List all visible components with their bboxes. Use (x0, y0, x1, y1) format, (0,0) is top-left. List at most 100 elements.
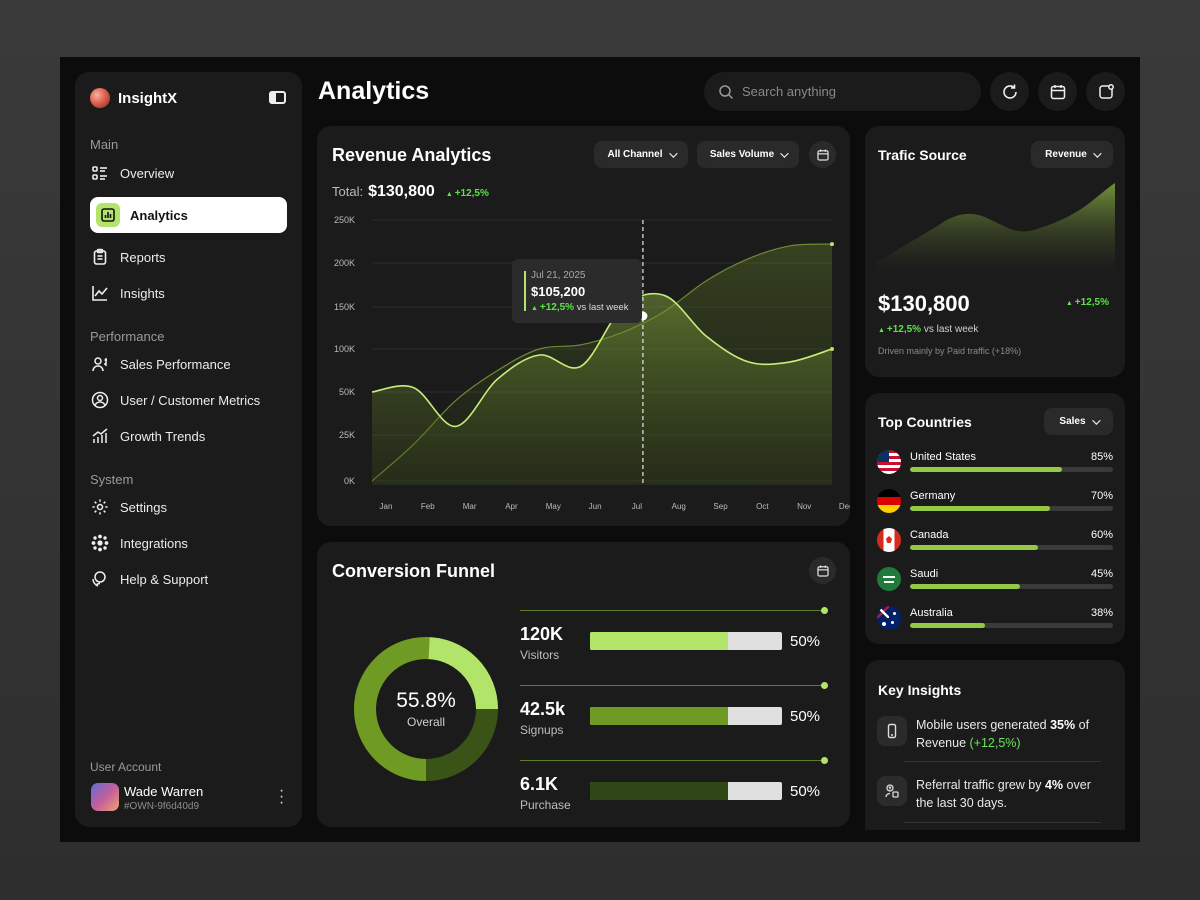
chart-icon (96, 203, 120, 227)
sidebar-item-overview[interactable]: Overview (90, 155, 287, 191)
sidebar-item-help[interactable]: Help & Support (90, 561, 287, 597)
top-countries-card: Top Countries Sales United States 85% Ge… (865, 393, 1125, 644)
insight-text-part: over the last 30 days. (916, 778, 1091, 810)
traffic-delta: +12,5% (1066, 297, 1109, 308)
search-input[interactable] (742, 84, 962, 99)
nav-section-main: Main (90, 137, 119, 152)
countries-dropdown[interactable]: Sales (1044, 408, 1113, 435)
traffic-title: Trafic Source (878, 147, 967, 163)
stage-divider (520, 685, 825, 686)
clipboard-icon (90, 247, 110, 267)
sidebar-toggle-icon[interactable] (269, 91, 286, 104)
stage-dot (821, 682, 828, 689)
countries-title: Top Countries (878, 414, 972, 430)
series-end-point (830, 347, 834, 351)
insight-text-part: Referral traffic grew by (916, 778, 1045, 792)
traffic-sub-suffix: vs last week (923, 324, 979, 335)
series-end-point (830, 242, 834, 247)
traffic-dropdown[interactable]: Revenue (1031, 141, 1113, 168)
calendar-button[interactable] (1038, 72, 1077, 111)
revenue-analytics-card: Revenue Analytics All Channel Sales Volu… (317, 126, 850, 526)
total-label: Total: (332, 184, 364, 199)
series-area-1 (372, 293, 832, 485)
sidebar-item-insights[interactable]: Insights (90, 275, 287, 311)
country-percent: 45% (1090, 568, 1113, 580)
sidebar-item-label: Growth Trends (120, 428, 206, 444)
x-tick-label: Jun (589, 502, 602, 511)
brand[interactable]: InsightX (90, 88, 177, 108)
revenue-chart[interactable]: 250K 200K 150K 100K 50K 25K 0K Jan Feb Mar Apr May… (317, 206, 850, 526)
sidebar-item-customer-metrics[interactable]: User / Customer Metrics (90, 382, 287, 418)
refresh-button[interactable] (990, 72, 1029, 111)
stage-value: 120K (520, 624, 564, 644)
calendar-icon (816, 149, 829, 161)
sidebar-item-label: Sales Performance (120, 356, 231, 372)
sidebar-item-growth-trends[interactable]: Growth Trends (90, 418, 287, 454)
y-tick-label: 100K (334, 344, 355, 354)
sidebar-item-settings[interactable]: Settings (90, 489, 287, 525)
country-progress-bar (910, 506, 1113, 511)
chevron-down-icon (1091, 415, 1101, 425)
insight-divider (904, 822, 1101, 823)
sidebar-item-label: Overview (120, 165, 175, 181)
y-tick-label: 250K (334, 215, 355, 225)
country-progress-fill (910, 584, 1020, 589)
revenue-calendar-button[interactable] (809, 141, 836, 168)
more-vertical-icon[interactable]: · · · (278, 782, 284, 811)
stage-dot (821, 607, 828, 614)
traffic-area (877, 183, 1115, 276)
overall-donut: 55.8% Overall (352, 635, 500, 783)
tooltip-delta-line: +12,5% vs last week (531, 302, 628, 313)
tooltip-date: Jul 21, 2025 (531, 270, 586, 281)
country-percent: 70% (1090, 490, 1113, 502)
notifications-button[interactable] (1086, 72, 1125, 111)
country-progress-bar (910, 584, 1113, 589)
country-progress-fill (910, 545, 1038, 550)
stage-dot (821, 757, 828, 764)
x-tick-label: Sep (713, 502, 728, 511)
metric-dropdown[interactable]: Sales Volume (697, 141, 799, 168)
sidebar-item-label: Insights (120, 285, 165, 301)
avatar[interactable] (91, 783, 119, 811)
referral-icon (877, 776, 907, 806)
canada-flag-icon (877, 528, 901, 552)
tooltip-delta: +12,5% (531, 302, 574, 313)
revenue-total: Total: $130,800 +12,5% (332, 183, 489, 201)
channel-dropdown[interactable]: All Channel (594, 141, 688, 168)
sidebar: InsightX Main Overview Analytics Reports (75, 72, 302, 827)
stage-value: 6.1K (520, 774, 559, 794)
us-flag-icon (877, 450, 901, 474)
calendar-icon (1050, 84, 1065, 99)
sidebar-item-integrations[interactable]: Integrations (90, 525, 287, 561)
total-value: $130,800 (368, 183, 435, 200)
brand-logo-icon (90, 88, 110, 108)
insights-title: Key Insights (878, 682, 962, 698)
x-tick-label: May (546, 502, 561, 511)
insight-divider (904, 761, 1101, 762)
sidebar-item-reports[interactable]: Reports (90, 239, 287, 275)
tooltip-value: $105,200 (531, 284, 586, 299)
key-insights-card: Key Insights Mobile users generated 35% … (865, 660, 1125, 830)
chevron-down-icon (780, 148, 789, 158)
search-bar[interactable] (704, 72, 981, 111)
sidebar-item-analytics[interactable]: Analytics (90, 197, 287, 233)
country-name: United States (910, 451, 977, 463)
traffic-subline: +12,5% vs last week (878, 324, 978, 335)
stage-progress-fill (590, 782, 729, 800)
stage-value: 42.5k (520, 699, 566, 719)
stage-label: Purchase (520, 798, 571, 812)
sidebar-item-sales-performance[interactable]: Sales Performance (90, 346, 287, 382)
insight-highlight: 35% (1050, 718, 1076, 732)
brand-name: InsightX (118, 89, 178, 107)
country-progress-fill (910, 467, 1063, 472)
funnel-calendar-button[interactable] (809, 557, 836, 584)
sidebar-item-label: Settings (120, 499, 167, 515)
stage-label: Signups (520, 723, 564, 737)
country-row-canada: Canada 60% (877, 528, 1113, 558)
x-tick-label: Mar (463, 502, 477, 511)
australia-flag-icon (877, 606, 901, 630)
y-tick-label: 25K (339, 430, 355, 440)
page-title: Analytics (318, 77, 430, 105)
y-tick-label: 150K (334, 302, 355, 312)
x-tick-label: Dec (839, 502, 850, 511)
